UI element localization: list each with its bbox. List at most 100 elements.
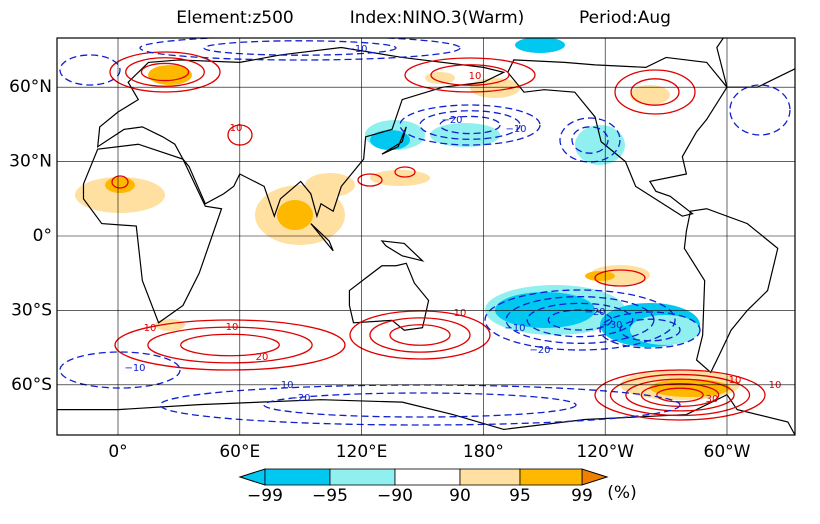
map-frame [56,37,796,436]
contour [404,57,536,93]
lon-label: 120°E [336,442,388,462]
contour [394,166,416,178]
shade-blob [470,78,520,98]
colorbar-label: −99 [247,486,283,506]
colorbar-unit: (%) [607,483,636,503]
shade-blob [277,200,313,230]
contour-label: 10 [454,308,467,319]
contour [625,378,735,412]
colorbar-segment [394,468,461,486]
colorbar-label: −95 [312,486,348,506]
lat-label: 60°N [9,77,52,97]
colorbar-tip [581,468,609,486]
colorbar: −99 −95 −90 90 95 99 (%) [238,468,637,506]
coastline [507,56,728,217]
contour-label: −20 [289,393,310,404]
significance-shading [75,38,740,400]
contour-label: −10 [346,44,367,55]
contour [439,115,501,135]
contour-label: −20 [584,307,605,318]
shade-blob [515,38,565,53]
coastlines [57,38,795,435]
lat-label: 60°S [11,375,52,395]
contour-label: 10 [469,71,482,82]
lat-label: 30°N [9,152,52,172]
contour [203,40,397,56]
contour [484,289,676,351]
shade-blob [155,319,185,331]
contour [389,324,451,346]
contour [599,311,701,349]
contour [369,317,471,353]
coastline [310,223,334,252]
shade-blob [75,177,165,213]
colorbar-segment [264,468,331,486]
lat-label: 30°S [11,300,52,320]
title-element: Element:z500 [176,8,293,28]
title-period: Period:Aug [579,8,671,28]
contour [594,369,766,421]
colorbar-label: −90 [377,486,413,506]
contour-label: −20 [529,345,550,356]
contour [399,104,541,146]
contour-label: 10 [729,375,742,386]
contour [630,78,680,106]
colorbar-segment [459,468,521,486]
contour-label: 10 [769,380,782,391]
shade-blob [105,177,135,193]
contour [125,57,205,87]
shade-blob [585,271,615,281]
graticule: 60°N 30°N 0° 30°S 60°S 0° 60°E 120°E 180° 120°W 60… [9,38,795,462]
contour [140,62,190,82]
colorbar-segment [519,468,583,486]
contour-label: −10 [272,380,293,391]
contour-label: −20 [441,115,462,126]
contour [547,309,613,331]
shade-blob [430,123,500,147]
contour [614,69,696,115]
contour [609,373,751,417]
contour-label: 30 [706,394,719,405]
coastline [82,143,223,324]
contour [180,333,280,357]
shade-blob [630,315,700,345]
lat-label: 0° [33,226,52,246]
contour [139,38,461,61]
contour [430,64,510,86]
coastline [381,126,407,155]
coastline [96,46,506,219]
colorbar-tip [238,468,266,486]
contour [656,387,704,403]
contour [526,302,634,338]
contour-label: −10 [505,124,526,135]
contour [729,84,791,136]
coastline [683,208,779,374]
contour [109,51,221,93]
contour-label: 10 [226,322,239,333]
colorbar-label: 90 [449,486,471,506]
contour-label: 10 [144,323,157,334]
coastline [380,240,425,262]
contour [559,117,621,163]
contour [419,110,521,140]
lon-label: 0° [108,442,127,462]
contour [59,54,121,86]
contour-label: −30 [601,320,622,331]
coastline [348,262,430,331]
contour-label: −10 [504,323,525,334]
colorbar-label: 99 [571,486,593,506]
coastline [57,393,795,435]
contour [59,351,181,389]
lon-label: 180° [463,442,504,462]
shade-blob [495,292,595,328]
contour [571,126,609,154]
contour [505,296,655,344]
colorbar-segment [329,468,396,486]
lon-label: 60°E [219,442,260,462]
contour [357,173,383,187]
shade-blob [630,85,670,105]
contour [594,269,646,287]
contour [349,310,491,360]
title-index: Index:NINO.3(Warm) [350,8,525,28]
